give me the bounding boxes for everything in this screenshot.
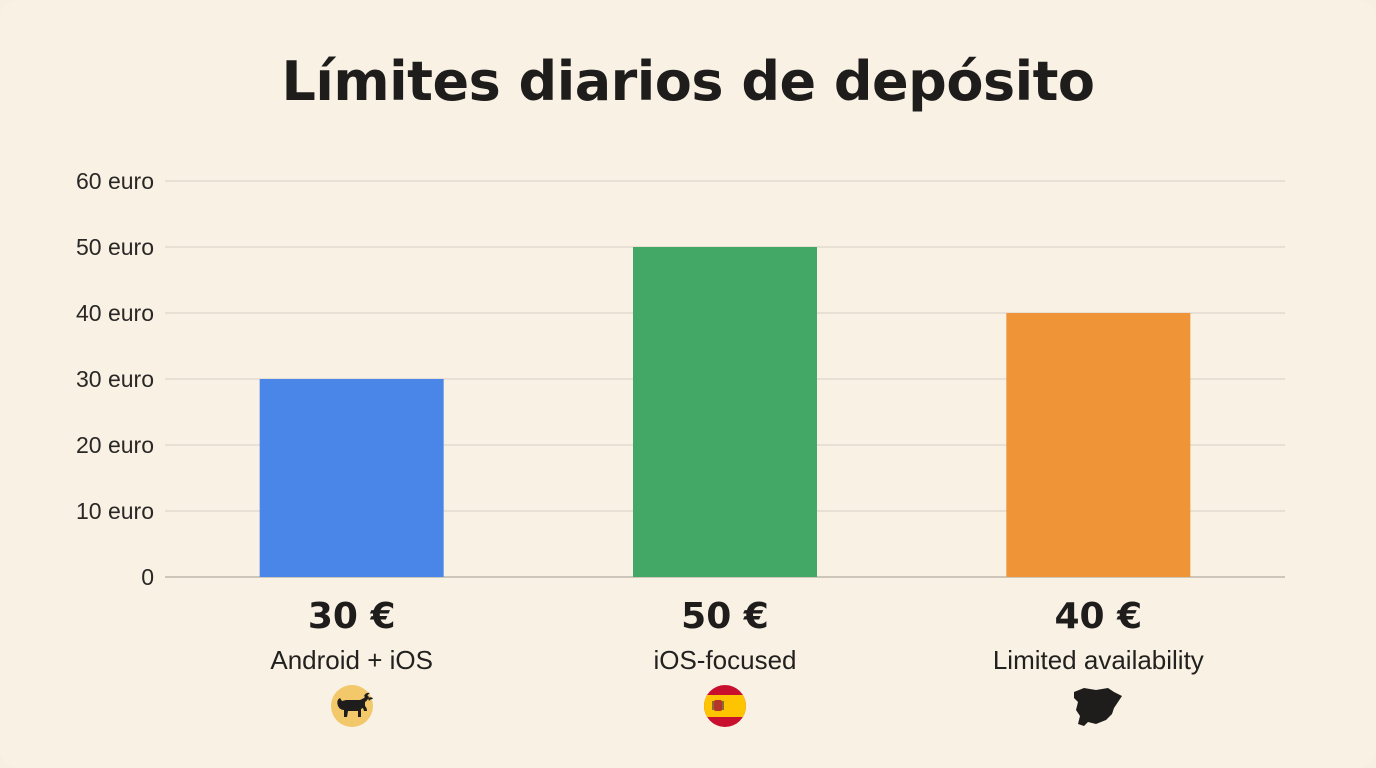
- y-tick-label: 50 euro: [76, 234, 154, 260]
- category-note-label: Limited availability: [992, 645, 1204, 675]
- bars: [259, 247, 1191, 577]
- y-tick-label: 0: [141, 564, 154, 590]
- category-value-label: 40 €: [1054, 596, 1143, 637]
- bar: [259, 379, 444, 577]
- category-note-label: Android + iOS: [270, 645, 433, 675]
- category-note-label: iOS-focused: [653, 645, 797, 675]
- spain-flag-icon: [703, 684, 747, 730]
- y-axis-ticks: 0 10 euro 20 euro 30 euro 40 euro 50 euro 60 e…: [76, 168, 154, 590]
- category-value-label: 30 €: [307, 596, 396, 637]
- category-value-label: 50 €: [681, 596, 769, 637]
- y-tick-label: 40 euro: [76, 300, 154, 326]
- y-tick-label: 60 euro: [76, 168, 154, 194]
- bar: [1006, 313, 1191, 577]
- y-tick-label: 10 euro: [76, 498, 154, 524]
- bull-icon: [330, 684, 374, 730]
- y-tick-label: 30 euro: [76, 366, 154, 392]
- chart-title: Límites diarios de depósito: [281, 50, 1095, 113]
- y-tick-label: 20 euro: [76, 432, 154, 458]
- bar: [633, 247, 817, 577]
- spain-map-icon: [1070, 684, 1126, 730]
